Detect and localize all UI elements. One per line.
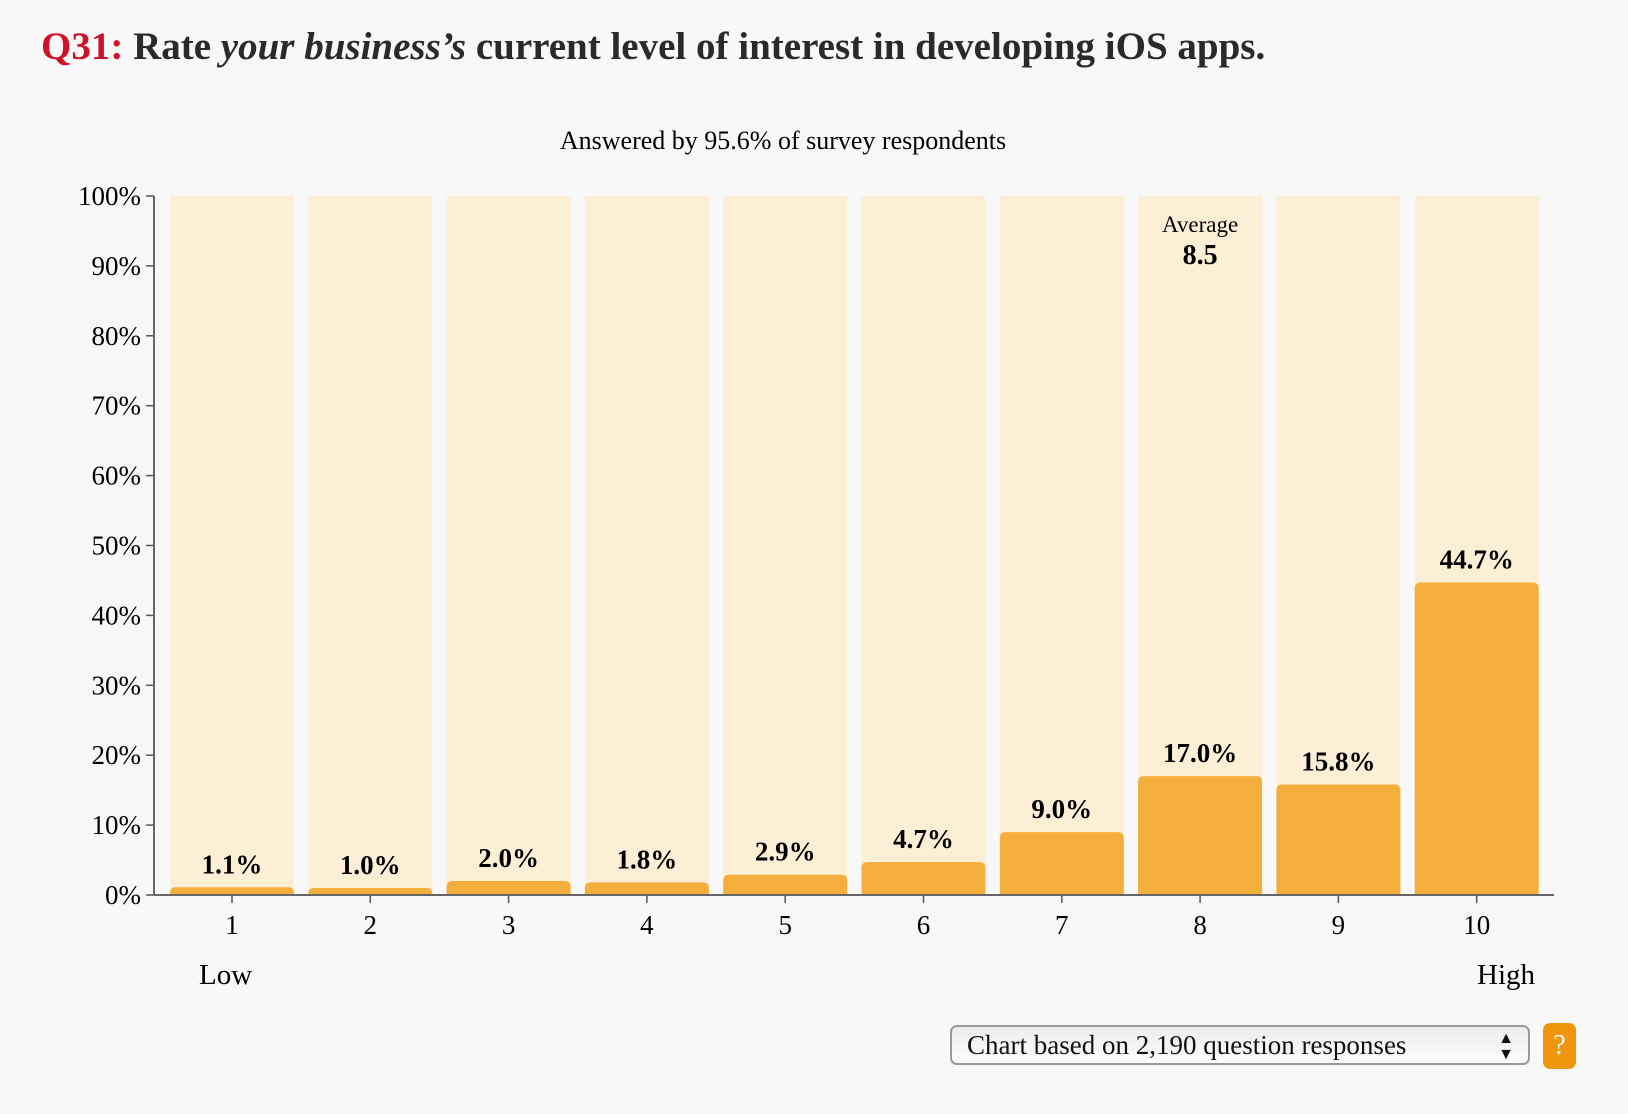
background-bar xyxy=(999,196,1124,895)
y-tick-label: 80% xyxy=(92,321,142,351)
bar xyxy=(861,862,986,895)
chart-subtitle: Answered by 95.6% of survey respondents xyxy=(560,126,1006,155)
x-tick-label: 9 xyxy=(1332,910,1346,940)
select-value: Chart based on 2,190 question responses xyxy=(967,1030,1407,1060)
low-label: Low xyxy=(199,959,252,991)
data-label: 44.7% xyxy=(1440,545,1514,575)
x-tick-label: 2 xyxy=(364,910,378,940)
data-label: 17.0% xyxy=(1163,738,1237,768)
data-label: 15.8% xyxy=(1301,747,1375,777)
y-tick-label: 20% xyxy=(92,740,142,770)
select-arrows-icon: ▲ ▼ xyxy=(1498,1030,1514,1063)
y-tick-label: 100% xyxy=(78,181,141,211)
bar xyxy=(446,881,571,895)
background-bar xyxy=(584,196,709,895)
bar xyxy=(584,882,709,895)
y-tick-label: 30% xyxy=(92,670,142,700)
y-tick-label: 90% xyxy=(92,251,142,281)
bar xyxy=(999,832,1124,895)
x-tick-label: 10 xyxy=(1463,910,1490,940)
data-label: 2.9% xyxy=(755,837,816,867)
background-bar xyxy=(170,196,294,895)
bar xyxy=(723,874,848,895)
y-tick-label: 0% xyxy=(105,880,141,910)
data-label: 2.0% xyxy=(478,843,539,873)
bar xyxy=(1138,776,1263,895)
y-tick-label: 70% xyxy=(92,391,142,421)
y-tick-label: 60% xyxy=(92,461,142,491)
x-tick-label: 3 xyxy=(502,910,516,940)
background-bar xyxy=(1276,196,1401,895)
bar xyxy=(308,888,433,895)
data-label: 1.1% xyxy=(202,849,263,879)
background-bar xyxy=(723,196,848,895)
bar xyxy=(1276,784,1401,895)
bar xyxy=(170,887,294,895)
data-label: 1.8% xyxy=(617,844,678,874)
x-tick-label: 8 xyxy=(1193,910,1207,940)
y-tick-label: 40% xyxy=(92,600,142,630)
x-tick-label: 6 xyxy=(917,910,931,940)
question-number: Q31: xyxy=(41,25,124,68)
data-label: 9.0% xyxy=(1031,794,1092,824)
x-tick-label: 7 xyxy=(1055,910,1069,940)
bar xyxy=(1414,582,1539,895)
title-emphasis: your business’s xyxy=(220,25,467,68)
data-label: 1.0% xyxy=(340,850,401,880)
high-label: High xyxy=(1477,959,1536,991)
question-title: Q31: Rate your business’s current level … xyxy=(41,24,1265,69)
background-bar xyxy=(861,196,986,895)
x-tick-label: 5 xyxy=(778,910,792,940)
data-label: 4.7% xyxy=(893,824,954,854)
help-button[interactable]: ? xyxy=(1543,1023,1576,1069)
y-tick-label: 50% xyxy=(92,531,142,561)
average-value: 8.5 xyxy=(1183,240,1218,271)
x-tick-label: 1 xyxy=(225,910,239,940)
average-label: Average xyxy=(1162,212,1238,237)
title-text-end: current level of interest in developing … xyxy=(466,25,1266,68)
background-bar xyxy=(446,196,571,895)
y-tick-label: 10% xyxy=(92,810,142,840)
x-tick-label: 4 xyxy=(640,910,654,940)
title-text: Rate xyxy=(133,25,221,68)
background-bar xyxy=(308,196,433,895)
response-basis-select[interactable]: Chart based on 2,190 question responses ▲… xyxy=(950,1025,1530,1065)
